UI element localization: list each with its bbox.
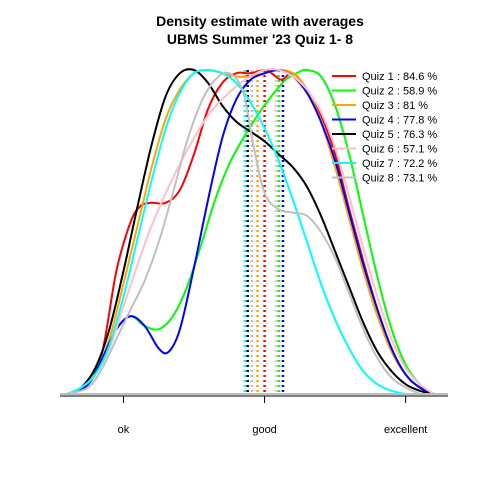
- quiz-7-density-curve: [66, 68, 406, 395]
- quiz-2-legend-label: Quiz 2 : 58.9 %: [362, 86, 437, 98]
- x-tick-label-good: good: [252, 424, 276, 436]
- quiz-6-density-curve: [66, 68, 435, 395]
- legend: Quiz 1 : 84.6 % Quiz 2 : 58.9 % Quiz 3 : 8…: [332, 71, 437, 185]
- x-tick-label-excellent: excellent: [384, 424, 427, 436]
- quiz-3-legend-label: Quiz 3 : 81 %: [362, 100, 428, 112]
- quiz-8-legend-label: Quiz 8 : 73.1 %: [362, 173, 437, 185]
- quiz-5-legend-label: Quiz 5 : 76.3 %: [362, 129, 437, 141]
- x-axis-ticks: ok good excellent: [118, 396, 427, 436]
- quiz-4-legend-label: Quiz 4 : 77.8 %: [362, 115, 437, 127]
- density-curves: [66, 68, 435, 395]
- x-tick-label-ok: ok: [118, 424, 130, 436]
- mean-lines: [243, 70, 285, 394]
- chart-subtitle: UBMS Summer '23 Quiz 1- 8: [167, 31, 353, 47]
- quiz-7-legend-label: Quiz 7 : 72.2 %: [362, 158, 437, 170]
- quiz-6-legend-label: Quiz 6 : 57.1 %: [362, 144, 437, 156]
- quiz-8-density-curve: [66, 71, 421, 395]
- quiz-4-density-curve: [66, 68, 435, 395]
- chart-title: Density estimate with averages: [156, 13, 364, 29]
- quiz-1-legend-label: Quiz 1 : 84.6 %: [362, 71, 437, 83]
